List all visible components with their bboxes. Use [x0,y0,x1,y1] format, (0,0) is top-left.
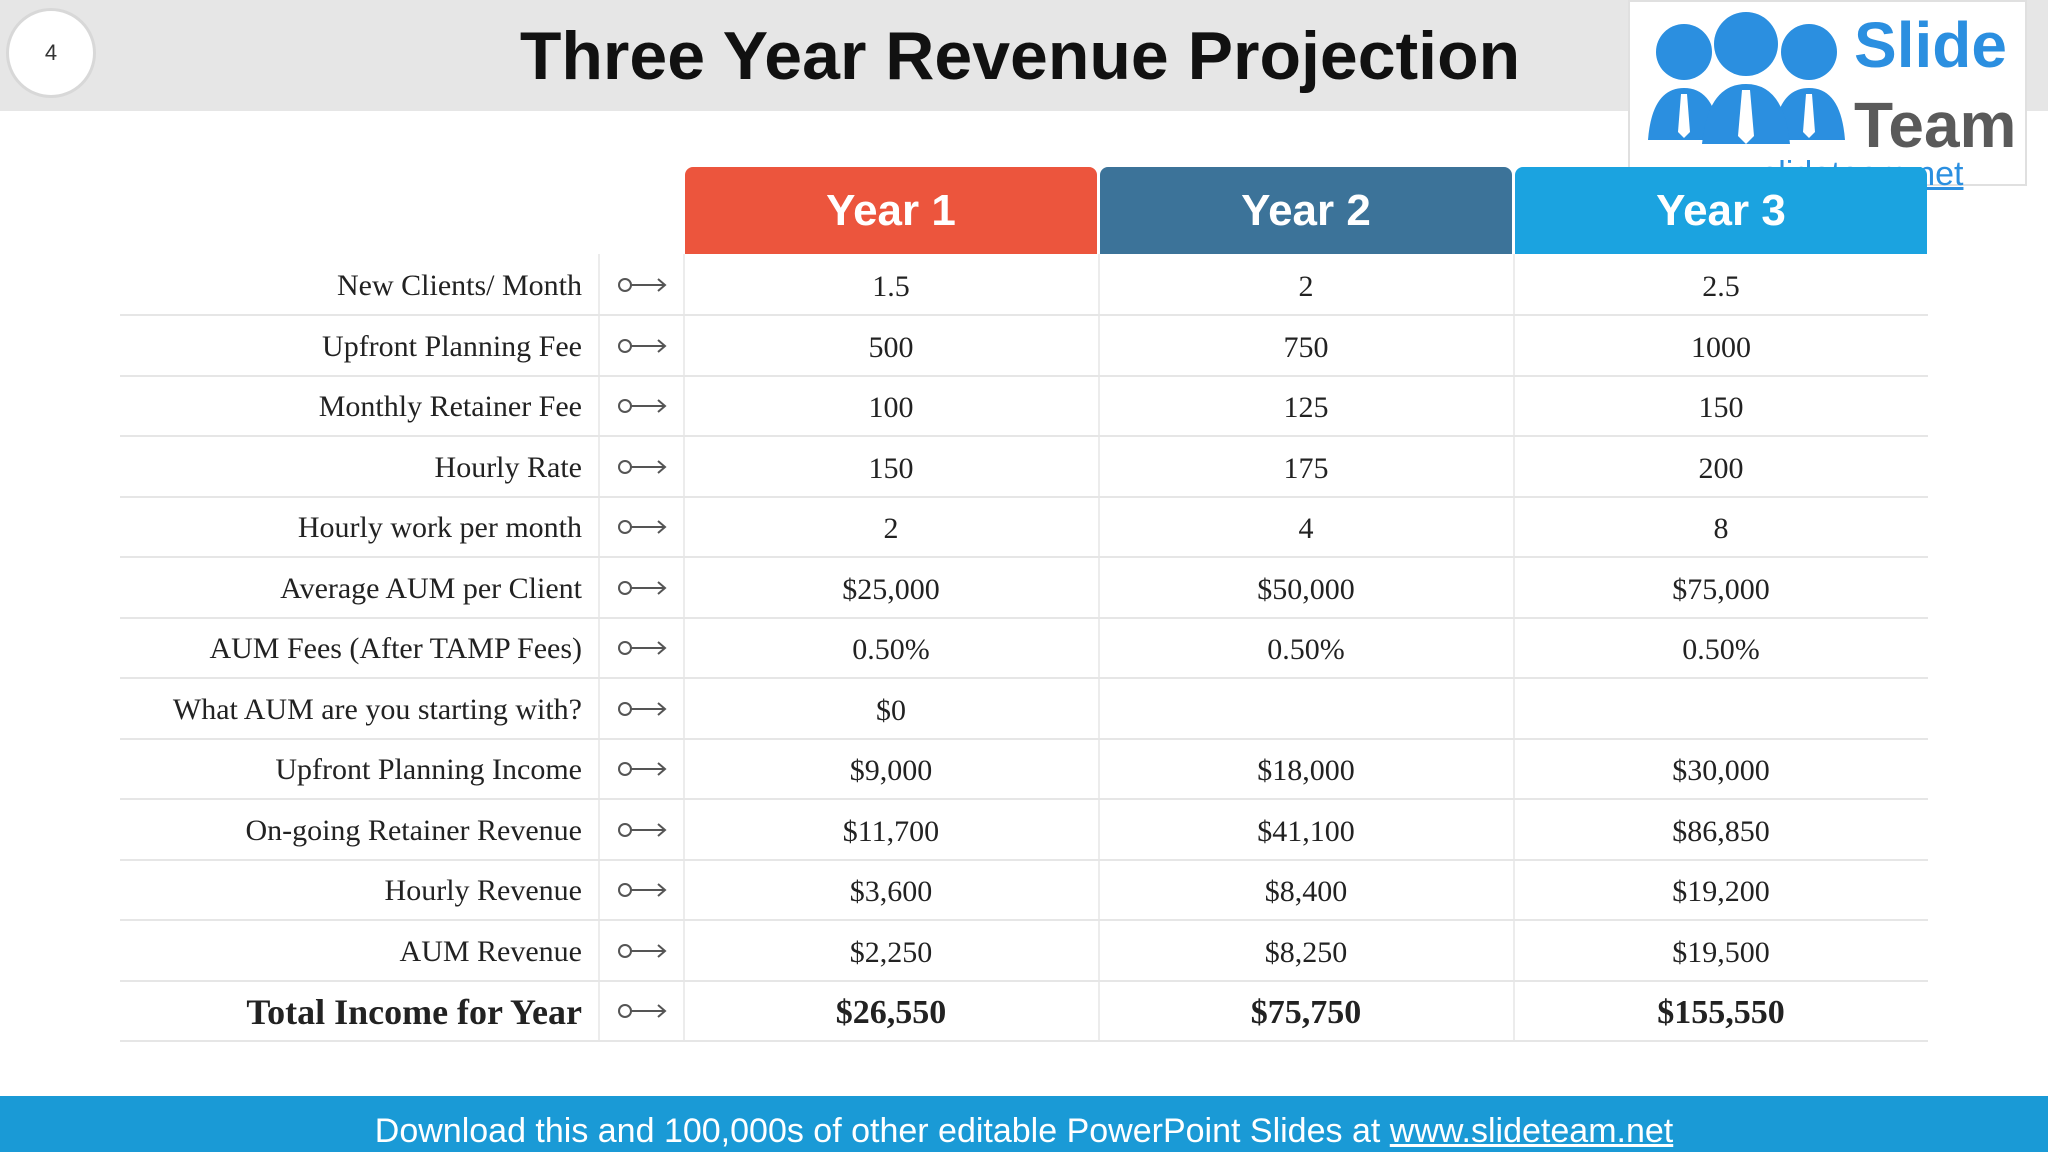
arrow-icon [618,580,667,595]
table-cell-year-3: 0.50% [1682,633,1760,666]
page-title: Three Year Revenue Projection [519,18,1521,94]
table-cell-year-2: $8,250 [1264,935,1348,969]
row-label: Monthly Retainer Fee [318,390,582,423]
arrow-icon [618,1004,667,1018]
slideteam-logo[interactable]: Slide Team www.slideteam.net [1628,0,2027,192]
table-cell-year-2: 2 [1298,270,1314,303]
table-row: What AUM are you starting with? $0 [120,680,1928,740]
table-cell-year-2: $50,000 [1257,572,1355,606]
people-icon [1648,12,1845,144]
row-label: Hourly Revenue [384,874,582,907]
row-label: Upfront Planning Fee [322,329,582,363]
arrow-icon [618,459,667,474]
table-row: Total Income for Year $26,550 $75,750 $155,… [120,982,1928,1042]
footer-text: Download this and 100,000s of other edit… [374,1112,1390,1150]
table-cell-year-3: $86,850 [1672,814,1770,848]
table-row: AUM Revenue $2,250 $8,250 $19,500 [120,922,1928,982]
table-cell-year-1: 2 [883,512,899,545]
arrow-icon [618,278,667,292]
table-cell-year-1: $11,700 [842,814,940,848]
arrow-icon [618,520,667,534]
table-cell-year-1: $26,550 [835,994,947,1031]
row-label: Upfront Planning Income [275,753,582,786]
table-cell-year-1: 150 [868,451,914,485]
table-row: On-going Retainer Revenue $11,700 $41,100 $… [120,801,1928,861]
table-row: AUM Fees (After TAMP Fees) 0.50% 0.50% 0.50… [120,619,1928,679]
table-cell-year-2: 125 [1283,391,1329,424]
table-cell-year-2: $75,750 [1250,994,1362,1031]
table-cell-year-3: $19,200 [1672,875,1770,908]
column-divider [1513,254,1515,1042]
column-divider [1098,254,1100,1042]
arrow-icon [618,641,667,655]
table-cell-year-2 [1100,680,1512,738]
year-header-1: Year 1 [685,167,1097,254]
table-cell-year-3: 2.5 [1702,270,1740,303]
table-cell-year-2: $18,000 [1257,754,1355,787]
table-cell-year-3: 150 [1698,391,1744,424]
logo-word-team: Team [1854,89,2017,161]
arrow-icon [618,701,667,716]
table-row: Hourly work per month 2 4 8 [120,498,1928,558]
table-cell-year-3: $30,000 [1672,754,1770,787]
table-cell-year-3: $75,000 [1672,572,1770,606]
table-cell-year-3: 1000 [1691,330,1751,364]
table-cell-year-1: 1.5 [872,270,910,303]
table-cell-year-1: $9,000 [849,754,933,787]
arrow-icon [618,822,667,837]
table-cell-year-2: 750 [1283,330,1329,364]
table-cell-year-3: 8 [1713,512,1729,545]
table-row: Hourly Revenue $3,600 $8,400 $19,200 [120,861,1928,921]
table-cell-year-1: $2,250 [849,935,933,969]
page-number: 4 [6,8,96,98]
footer-link[interactable]: www.slideteam.net [1389,1112,1674,1150]
table-row: Monthly Retainer Fee 100 125 150 [120,377,1928,437]
table-cell-year-2: 0.50% [1267,633,1345,666]
arrow-icon [618,399,667,413]
footer-banner: Download this and 100,000s of other edit… [0,1096,2048,1152]
column-divider [598,254,600,1042]
column-divider [683,254,685,1042]
arrow-icon [618,338,667,353]
table-cell-year-3: $155,550 [1657,994,1785,1031]
row-label: New Clients/ Month [337,269,582,302]
arrow-icon [618,883,667,897]
row-label: Average AUM per Client [280,571,582,605]
table-cell-year-1: $3,600 [849,875,933,908]
table-cell-year-3: $19,500 [1672,935,1770,969]
row-label: Hourly Rate [434,450,582,484]
row-label: AUM Revenue [399,934,582,968]
table-cell-year-1: 500 [868,330,914,364]
table-row: New Clients/ Month 1.5 2 2.5 [120,256,1928,316]
row-label: Total Income for Year [246,992,582,1032]
row-label: Hourly work per month [297,511,582,544]
table-row: Upfront Planning Fee 500 750 1000 [120,317,1928,377]
table-cell-year-1: 100 [868,391,914,424]
table-cell-year-1: $0 [876,693,906,727]
table-row: Upfront Planning Income $9,000 $18,000 $30,… [120,740,1928,800]
table-cell-year-2: $41,100 [1257,814,1355,848]
logo-word-slide: Slide [1854,9,2007,81]
year-header-3: Year 3 [1515,167,1927,254]
table-cell-year-2: 175 [1283,451,1329,485]
table-row: Hourly Rate 150 175 200 [120,438,1928,498]
table-cell-year-1: 0.50% [852,633,930,666]
row-label: AUM Fees (After TAMP Fees) [209,632,582,665]
table-cell-year-3 [1515,680,1927,738]
table-cell-year-3: 200 [1698,451,1744,485]
arrow-icon [618,762,667,776]
row-label: What AUM are you starting with? [172,692,582,726]
table-cell-year-1: $25,000 [842,572,940,606]
year-header-2: Year 2 [1100,167,1512,254]
table-cell-year-2: 4 [1298,512,1314,545]
row-label: On-going Retainer Revenue [245,813,582,847]
arrow-icon [618,943,667,958]
table-cell-year-2: $8,400 [1264,875,1348,908]
table-row: Average AUM per Client $25,000 $50,000 $75,… [120,559,1928,619]
